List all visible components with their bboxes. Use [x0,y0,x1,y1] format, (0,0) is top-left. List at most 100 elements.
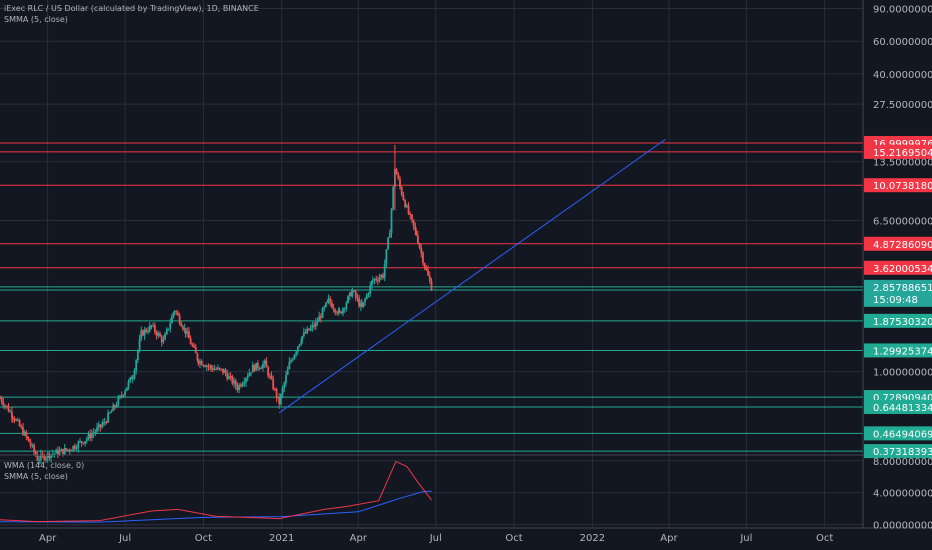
candle-body[interactable] [16,419,19,421]
resistance-badge[interactable] [864,144,932,159]
candle-body[interactable] [234,380,237,387]
candle-body[interactable] [70,450,73,452]
candle-body[interactable] [65,448,68,451]
candle-body[interactable] [38,459,41,461]
candle-body[interactable] [295,351,298,355]
candle-body[interactable] [34,451,37,456]
candle-body[interactable] [395,169,398,175]
candle-body[interactable] [388,233,391,238]
candle-body[interactable] [39,454,42,460]
resistance-badge[interactable] [864,236,932,251]
candle-body[interactable] [120,395,123,397]
candles[interactable] [0,144,433,465]
candle-body[interactable] [105,422,108,424]
candle-body[interactable] [334,309,337,313]
candle-body[interactable] [113,405,116,407]
candle-body[interactable] [213,368,216,370]
candle-body[interactable] [99,424,102,427]
candle-body[interactable] [258,368,261,370]
candle-body[interactable] [79,441,81,443]
support-badge[interactable] [864,313,932,328]
candle-body[interactable] [197,360,200,364]
candle-body[interactable] [148,325,151,332]
time-axis[interactable]: Apr Jul Oct 2021 Apr Jul Oct 2022 Apr Jul Oct [39,533,833,544]
candle-body[interactable] [97,424,100,428]
candle-body[interactable] [302,332,305,337]
candle-body[interactable] [135,360,138,371]
candle-body[interactable] [29,441,32,446]
candle-body[interactable] [63,448,66,454]
candle-body[interactable] [409,213,412,215]
candle-body[interactable] [332,307,335,310]
candle-body[interactable] [306,328,309,334]
candle-body[interactable] [7,406,10,412]
candle-body[interactable] [143,329,146,336]
candle-body[interactable] [75,448,78,450]
ascending-trendline[interactable] [278,138,666,414]
candle-body[interactable] [362,301,365,307]
candle-body[interactable] [157,333,160,336]
candle-body[interactable] [275,389,278,398]
candle-body[interactable] [256,362,259,369]
candle-body[interactable] [354,291,357,298]
candle-body[interactable] [286,368,289,375]
candle-body[interactable] [20,426,23,428]
candle-body[interactable] [23,431,26,436]
candle-body[interactable] [202,365,205,367]
candle-body[interactable] [371,281,373,286]
candle-body[interactable] [392,186,395,210]
candle-body[interactable] [199,361,201,364]
candle-body[interactable] [245,378,247,383]
candle-body[interactable] [231,376,234,384]
candle-body[interactable] [228,376,230,380]
candle-body[interactable] [62,448,64,454]
lower-legend[interactable]: WMA (144, close, 0) SMMA (5, close) [4,460,84,482]
candle-body[interactable] [371,280,374,282]
candle-body[interactable] [46,453,49,458]
candle-body[interactable] [169,323,172,329]
candle-body[interactable] [186,331,189,334]
candle-body[interactable] [314,322,317,327]
candle-body[interactable] [387,237,389,250]
candle-body[interactable] [425,267,428,271]
candle-body[interactable] [207,365,210,367]
candle-body[interactable] [296,346,299,352]
resistance-badge[interactable] [864,260,932,275]
candle-body[interactable] [171,316,173,324]
candle-body[interactable] [399,178,401,188]
candle-body[interactable] [238,384,241,390]
support-badge[interactable] [864,399,932,414]
candle-body[interactable] [0,398,1,400]
candle-body[interactable] [189,338,192,345]
candle-body[interactable] [188,331,190,339]
candle-body[interactable] [110,411,113,413]
candle-body[interactable] [196,353,199,361]
candle-body[interactable] [216,367,219,370]
candle-body[interactable] [159,333,161,337]
candle-body[interactable] [15,419,18,421]
candle-body[interactable] [364,298,367,302]
candle-body[interactable] [263,360,266,364]
candle-body[interactable] [193,345,195,348]
candle-body[interactable] [356,297,359,299]
candle-body[interactable] [415,230,418,236]
candle-body[interactable] [318,316,321,322]
candle-body[interactable] [85,438,88,442]
candle-body[interactable] [290,360,292,362]
candle-body[interactable] [124,390,127,396]
candle-body[interactable] [329,298,332,304]
candle-body[interactable] [107,412,109,423]
candle-body[interactable] [400,187,403,195]
candle-body[interactable] [112,405,115,412]
candle-body[interactable] [311,325,314,328]
candle-body[interactable] [180,323,183,327]
candle-body[interactable] [152,325,155,327]
candle-body[interactable] [142,330,144,336]
candle-body[interactable] [48,453,51,459]
candle-body[interactable] [402,194,405,200]
candle-body[interactable] [416,235,419,244]
candle-body[interactable] [82,442,85,444]
candle-body[interactable] [365,294,368,299]
candle-body[interactable] [319,316,322,318]
candle-body[interactable] [383,264,386,278]
